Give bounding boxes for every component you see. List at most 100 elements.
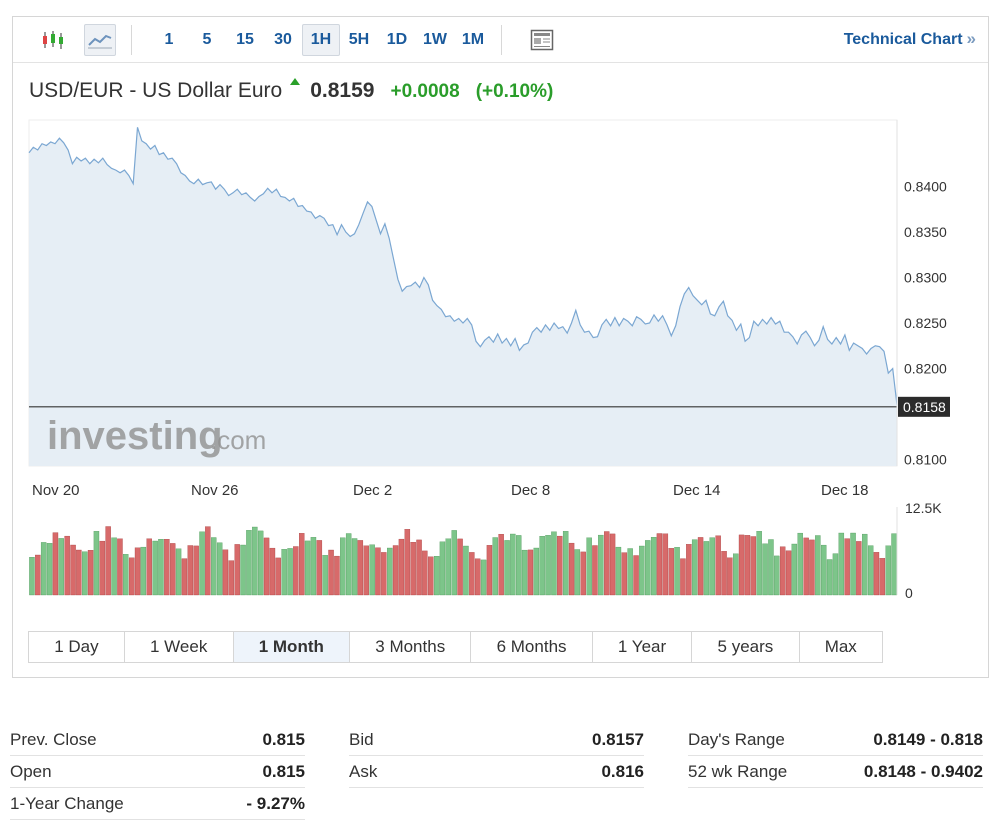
- volume-bar: [463, 545, 469, 596]
- volume-bar: [46, 543, 53, 596]
- volume-bar: [809, 539, 815, 596]
- volume-bar: [821, 544, 827, 596]
- volume-bar: [287, 548, 293, 596]
- last-price-badge-label: 0.8158: [903, 399, 946, 415]
- stat-prev-close: Prev. Close 0.815: [10, 724, 305, 756]
- volume-bar: [662, 533, 669, 596]
- volume-bar: [867, 545, 874, 596]
- volume-bar: [275, 557, 281, 596]
- volume-bar: [334, 555, 340, 596]
- volume-bar: [639, 545, 645, 596]
- price-change: +0.0008: [390, 81, 460, 102]
- price-tick-label: 0.8200: [904, 361, 947, 377]
- volume-bar: [234, 544, 240, 596]
- stat-value: - 9.27%: [246, 793, 305, 813]
- price-tick-label: 0.8300: [904, 270, 947, 286]
- price-change-percent: (+0.10%): [475, 81, 554, 102]
- volume-bar: [328, 549, 334, 596]
- volume-bar: [574, 549, 581, 596]
- candlestick-icon[interactable]: [37, 24, 69, 56]
- volume-bar: [879, 558, 886, 596]
- interval-5h[interactable]: 5H: [348, 31, 370, 48]
- volume-bar: [445, 538, 452, 596]
- volume-bar: [433, 556, 440, 596]
- interval-1d[interactable]: 1D: [386, 31, 408, 48]
- volume-bar: [721, 551, 727, 596]
- volume-bar: [474, 558, 481, 596]
- range-5-years[interactable]: 5 years: [692, 632, 800, 662]
- volume-bar: [691, 539, 698, 596]
- volume-bar: [551, 531, 557, 596]
- volume-bar: [164, 539, 170, 596]
- volume-bar: [428, 556, 434, 596]
- stat-value: 0.8149 - 0.818: [873, 729, 983, 749]
- volume-bar: [762, 543, 768, 596]
- volume-axis: 12.5K 0: [896, 500, 942, 601]
- volume-bar: [439, 541, 446, 596]
- volume-bar: [269, 547, 276, 596]
- volume-bar: [134, 547, 141, 596]
- stat-label: Bid: [349, 729, 374, 749]
- volume-bar: [281, 549, 287, 596]
- time-axis: Nov 20 Nov 26 Dec 2 Dec 8 Dec 14 Dec 18: [32, 482, 869, 499]
- volume-bar: [727, 557, 733, 596]
- stat-label: Prev. Close: [10, 729, 97, 749]
- volume-bar: [240, 544, 246, 596]
- volume-bar: [539, 536, 545, 596]
- volume-tick-label: 12.5K: [905, 500, 942, 516]
- range-1-week[interactable]: 1 Week: [125, 632, 234, 662]
- double-chevron-right-icon: »: [966, 29, 976, 48]
- volume-bar: [862, 533, 868, 596]
- volume-bar: [598, 534, 604, 596]
- volume-bar: [310, 537, 317, 596]
- range-1-month[interactable]: 1 Month: [233, 632, 351, 662]
- volume-bar: [35, 554, 41, 596]
- volume-bar: [99, 540, 106, 596]
- time-tick-label: Dec 8: [511, 482, 550, 499]
- volume-bar: [146, 538, 152, 596]
- interval-1w[interactable]: 1W: [423, 31, 447, 48]
- volume-bar: [516, 535, 522, 596]
- price-chart[interactable]: investing .com 0.84000.83500.83000.82500…: [13, 17, 988, 627]
- volume-bar: [832, 553, 839, 596]
- technical-chart-link[interactable]: Technical Chart»: [844, 29, 976, 49]
- interval-1[interactable]: 1: [164, 31, 174, 48]
- volume-bar: [369, 544, 375, 596]
- line-chart-icon[interactable]: [84, 24, 116, 56]
- range-1-day[interactable]: 1 Day: [29, 632, 125, 662]
- volume-bar: [885, 545, 891, 596]
- last-price: 0.8159: [310, 79, 375, 102]
- investing-watermark: investing .com: [47, 414, 266, 458]
- volume-bar: [492, 537, 498, 596]
- interval-30[interactable]: 30: [274, 31, 292, 48]
- quote-header: USD/EUR - US Dollar Euro 0.8159 +0.0008 …: [29, 78, 554, 105]
- volume-bar: [480, 559, 487, 596]
- price-line: [28, 127, 898, 406]
- range-1-year[interactable]: 1 Year: [593, 632, 693, 662]
- interval-1m[interactable]: 1M: [461, 31, 485, 48]
- interval-5[interactable]: 5: [202, 31, 212, 48]
- volume-bar: [175, 548, 182, 596]
- volume-bar: [545, 535, 551, 596]
- volume-bar: [609, 533, 616, 596]
- price-tick-label: 0.8400: [904, 178, 947, 194]
- stat-value: 0.8157: [592, 729, 644, 749]
- range-6-months[interactable]: 6 Months: [471, 632, 593, 662]
- volume-bar: [211, 537, 217, 596]
- interval-15[interactable]: 15: [236, 31, 254, 48]
- volume-bar: [375, 547, 381, 596]
- range-max[interactable]: Max: [824, 637, 857, 656]
- volume-bar: [387, 547, 393, 596]
- range-3-months[interactable]: 3 Months: [350, 632, 472, 662]
- stat-52-week-range: 52 wk Range 0.8148 - 0.9402: [688, 756, 983, 788]
- stat-value: 0.816: [601, 761, 644, 781]
- stat-label: 1-Year Change: [10, 793, 124, 813]
- volume-bar: [521, 549, 528, 596]
- interval-1h[interactable]: 1H: [302, 24, 340, 56]
- news-layout-icon[interactable]: [526, 24, 558, 56]
- volume-bar: [674, 547, 680, 596]
- volume-bar: [322, 555, 328, 596]
- volume-bar: [205, 526, 211, 596]
- volume-bar: [633, 555, 639, 596]
- volume-bar: [152, 540, 158, 596]
